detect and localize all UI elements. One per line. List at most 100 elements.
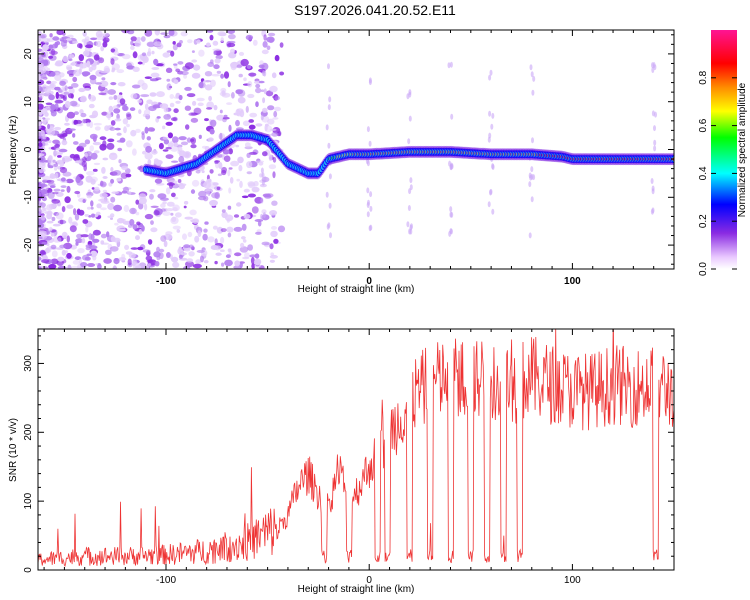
noise-speckle xyxy=(218,162,223,169)
noise-speckle xyxy=(38,207,42,215)
streak-mark xyxy=(366,211,370,218)
noise-speckle xyxy=(90,200,94,207)
snr-panel: -100 0 100 0 100 200 300 Height of straight li… xyxy=(8,328,675,595)
noise-speckle xyxy=(110,236,116,242)
streak-mark xyxy=(260,114,264,121)
noise-speckle xyxy=(106,111,112,115)
noise-speckle xyxy=(160,32,169,35)
noise-speckle xyxy=(38,183,48,188)
noise-speckle xyxy=(38,115,42,122)
noise-speckle xyxy=(166,201,175,207)
noise-speckle xyxy=(258,64,265,69)
noise-speckle xyxy=(66,34,74,38)
noise-speckle xyxy=(236,108,244,114)
noise-speckle xyxy=(262,151,268,157)
noise-speckle xyxy=(91,213,95,218)
noise-speckle xyxy=(105,113,112,119)
noise-speckle xyxy=(39,111,43,116)
noise-speckle xyxy=(242,120,250,127)
noise-speckle xyxy=(135,128,141,133)
noise-speckle xyxy=(100,45,105,52)
noise-speckle xyxy=(225,254,231,259)
noise-speckle xyxy=(53,163,59,167)
noise-speckle xyxy=(132,262,141,269)
streak-mark xyxy=(650,208,654,215)
noise-speckle xyxy=(88,103,95,109)
streak-mark xyxy=(491,163,495,170)
y-tick-label: -10 xyxy=(23,190,34,205)
noise-speckle xyxy=(89,145,94,152)
noise-speckle xyxy=(141,52,147,57)
noise-speckle xyxy=(57,133,64,138)
noise-speckle xyxy=(122,105,129,111)
noise-speckle xyxy=(107,215,114,219)
noise-speckle xyxy=(59,244,67,249)
noise-speckle xyxy=(97,33,105,37)
noise-speckle xyxy=(272,156,277,163)
noise-speckle xyxy=(117,147,123,152)
noise-speckle xyxy=(204,71,213,77)
noise-speckle xyxy=(241,195,249,199)
noise-speckle xyxy=(248,72,257,77)
noise-speckle xyxy=(81,71,91,76)
noise-speckle xyxy=(173,108,179,114)
streak-mark xyxy=(531,89,535,96)
noise-speckle xyxy=(50,232,55,237)
noise-speckle xyxy=(263,34,267,41)
noise-speckle xyxy=(77,43,83,49)
noise-speckle xyxy=(182,233,187,240)
noise-speckle xyxy=(93,162,101,166)
streak-mark xyxy=(530,71,534,78)
noise-speckle xyxy=(48,139,52,144)
noise-speckle xyxy=(121,253,126,260)
noise-speckle xyxy=(239,180,243,188)
noise-speckle xyxy=(147,159,152,166)
noise-speckle xyxy=(71,83,79,88)
noise-speckle xyxy=(90,250,98,258)
noise-speckle xyxy=(230,160,240,167)
noise-speckle xyxy=(180,70,189,76)
noise-speckle xyxy=(38,153,45,157)
noise-speckle xyxy=(135,211,140,216)
x-tick-label: 100 xyxy=(564,575,581,586)
noise-speckle xyxy=(147,239,153,245)
noise-speckle xyxy=(99,192,108,198)
streak-mark xyxy=(260,167,264,174)
noise-speckle xyxy=(65,178,74,184)
noise-speckle xyxy=(116,132,122,136)
noise-speckle xyxy=(69,225,77,233)
noise-speckle xyxy=(228,52,237,59)
noise-speckle xyxy=(152,104,162,109)
noise-speckle xyxy=(99,181,107,188)
noise-speckle xyxy=(44,112,49,117)
noise-speckle xyxy=(50,258,59,265)
noise-speckle xyxy=(48,44,54,49)
noise-speckle xyxy=(238,164,243,172)
noise-speckle xyxy=(38,125,42,129)
noise-speckle xyxy=(86,194,92,199)
noise-speckle xyxy=(146,99,153,105)
noise-speckle xyxy=(57,237,62,243)
noise-speckle xyxy=(156,246,160,253)
noise-speckle xyxy=(150,227,158,233)
noise-speckle xyxy=(46,80,52,85)
noise-speckle xyxy=(107,89,116,95)
noise-speckle xyxy=(184,216,193,220)
noise-speckle xyxy=(209,199,218,207)
noise-speckle xyxy=(248,119,254,123)
noise-speckle xyxy=(143,109,151,117)
noise-speckle xyxy=(98,57,105,64)
noise-speckle xyxy=(204,146,210,151)
noise-speckle xyxy=(212,48,221,52)
noise-speckle xyxy=(216,70,222,74)
noise-speckle xyxy=(248,124,256,130)
noise-speckle xyxy=(54,99,64,104)
noise-speckle xyxy=(138,109,142,115)
noise-speckle xyxy=(135,235,140,241)
noise-speckle xyxy=(250,257,255,265)
noise-speckle xyxy=(66,185,71,193)
noise-speckle xyxy=(217,173,222,177)
noise-speckle xyxy=(67,93,74,99)
streak-mark xyxy=(368,225,372,232)
noise-speckle xyxy=(228,167,233,170)
